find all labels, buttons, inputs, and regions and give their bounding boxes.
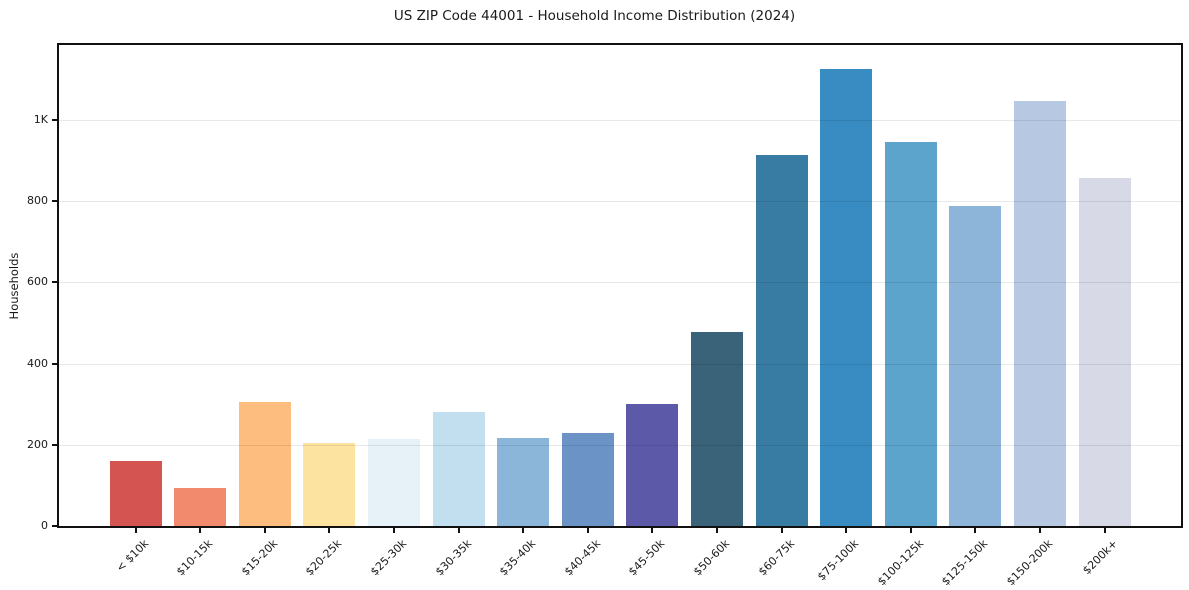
chart-title: US ZIP Code 44001 - Household Income Dis… bbox=[393, 8, 796, 24]
bar bbox=[884, 141, 937, 526]
gridline bbox=[59, 201, 1181, 203]
gridline bbox=[59, 282, 1181, 284]
x-tick-mark bbox=[715, 528, 718, 533]
x-tick-mark bbox=[1038, 528, 1041, 533]
bar bbox=[367, 439, 420, 526]
bar bbox=[561, 432, 614, 526]
y-tick-mark bbox=[52, 200, 57, 203]
x-tick-label: $20-25k bbox=[303, 537, 345, 579]
x-tick-label: < $10k bbox=[113, 537, 151, 575]
y-tick-label: 200 bbox=[27, 437, 48, 451]
gridline bbox=[59, 363, 1181, 365]
x-tick-label: $15-20k bbox=[238, 537, 280, 579]
x-tick-label: $45-50k bbox=[626, 537, 668, 579]
x-tick-label: $60-75k bbox=[755, 537, 797, 579]
y-tick-label: 600 bbox=[27, 275, 48, 289]
x-tick-mark bbox=[845, 528, 848, 533]
bar bbox=[949, 206, 1002, 526]
y-tick-mark bbox=[52, 443, 57, 446]
y-tick-label: 0 bbox=[41, 519, 48, 532]
x-tick-mark bbox=[522, 528, 525, 533]
y-tick-label: 800 bbox=[27, 194, 48, 208]
x-tick-mark bbox=[586, 528, 589, 533]
bar bbox=[1078, 178, 1131, 526]
x-tick-label: $125-150k bbox=[939, 537, 991, 589]
x-tick-label: $75-100k bbox=[815, 537, 862, 584]
x-tick-mark bbox=[199, 528, 202, 533]
bar bbox=[690, 331, 743, 526]
x-tick-mark bbox=[909, 528, 912, 533]
x-tick-label: $100-125k bbox=[874, 537, 926, 589]
x-tick-mark bbox=[974, 528, 977, 533]
y-tick-mark bbox=[52, 281, 57, 284]
x-tick-mark bbox=[328, 528, 331, 533]
x-tick-mark bbox=[651, 528, 654, 533]
x-tick-label: $10-15k bbox=[174, 537, 216, 579]
x-tick-mark bbox=[780, 528, 783, 533]
bar bbox=[238, 402, 291, 526]
y-tick-mark bbox=[52, 119, 57, 122]
x-tick-mark bbox=[392, 528, 395, 533]
y-tick-label: 1K bbox=[33, 113, 48, 127]
x-tick-mark bbox=[457, 528, 460, 533]
bar bbox=[303, 443, 356, 526]
plot-area bbox=[59, 45, 1181, 526]
x-tick-label: $30-35k bbox=[432, 537, 474, 579]
bar bbox=[497, 437, 550, 526]
bar bbox=[1013, 100, 1066, 526]
bar bbox=[174, 488, 227, 526]
x-tick-mark bbox=[134, 528, 137, 533]
x-tick-mark bbox=[263, 528, 266, 533]
x-tick-label: $50-60k bbox=[690, 537, 733, 579]
y-tick-mark bbox=[52, 525, 57, 527]
y-tick-label: 400 bbox=[27, 356, 48, 370]
x-tick-label: $25-30k bbox=[367, 537, 410, 579]
bar bbox=[109, 461, 162, 526]
x-tick-label: $150-200k bbox=[1003, 537, 1056, 589]
bar bbox=[820, 68, 873, 526]
bar bbox=[755, 155, 808, 526]
x-tick-mark bbox=[1103, 528, 1106, 533]
bar bbox=[432, 412, 485, 526]
x-tick-label: $40-45k bbox=[561, 537, 603, 579]
gridline bbox=[59, 444, 1181, 446]
x-tick-label: $35-40k bbox=[497, 537, 539, 579]
bar bbox=[626, 403, 679, 526]
x-tick-label: $200k+ bbox=[1079, 537, 1120, 578]
gridline bbox=[59, 120, 1181, 122]
y-tick-mark bbox=[52, 362, 57, 365]
